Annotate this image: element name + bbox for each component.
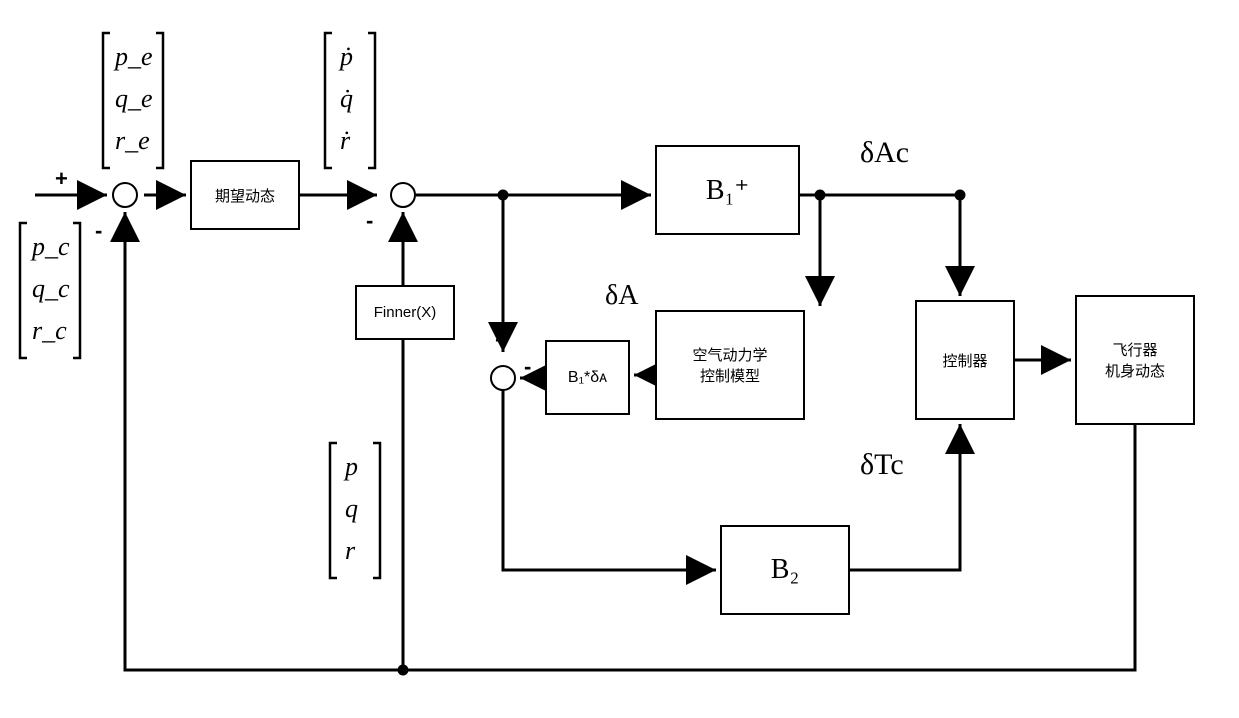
label-delta-ac: δAc: [860, 136, 909, 170]
sign-s3-minus: -: [524, 354, 531, 380]
block-finner: Finner(X): [355, 285, 455, 340]
block-expected-dynamics: 期望动态: [190, 160, 300, 230]
block-b1-plus: B₁⁺: [655, 145, 800, 235]
sign-s3-plus: +: [495, 328, 508, 354]
pc-3: r_c: [32, 316, 67, 345]
label-delta-a: δA: [605, 280, 638, 312]
pe-1: p_e: [115, 42, 153, 71]
summer-2: [390, 182, 416, 208]
p-1: p: [345, 452, 358, 481]
p-3: r: [345, 536, 355, 565]
block-aero-model: 空气动力学 控制模型: [655, 310, 805, 420]
b1-delta-label: B₁*δᴀ: [568, 369, 607, 387]
label-delta-tc: δTc: [860, 448, 904, 482]
sign-s2-minus: -: [366, 208, 373, 234]
block-b1-delta: B₁*δᴀ: [545, 340, 630, 415]
p-2: q: [345, 494, 358, 523]
block-b2: B₂: [720, 525, 850, 615]
sign-s1-plus: +: [55, 166, 68, 192]
aero-label-2: 控制模型: [700, 365, 760, 386]
aircraft-label-1: 飞行器: [1112, 339, 1157, 360]
summer-3: [490, 365, 516, 391]
finner-label: Finner(X): [374, 304, 437, 321]
block-aircraft-dynamics: 飞行器 机身动态: [1075, 295, 1195, 425]
aircraft-label-2: 机身动态: [1105, 360, 1165, 381]
expected-dynamics-label: 期望动态: [215, 185, 275, 206]
pdot-2: q̇: [340, 84, 353, 113]
controller-label: 控制器: [942, 350, 987, 371]
pc-2: q_c: [32, 274, 70, 303]
pe-3: r_e: [115, 126, 150, 155]
aero-label-1: 空气动力学: [692, 344, 767, 365]
block-controller: 控制器: [915, 300, 1015, 420]
pdot-1: ṗ: [340, 42, 353, 71]
sign-s1-minus: -: [95, 218, 102, 244]
summer-1: [112, 182, 138, 208]
pdot-3: ṙ: [340, 126, 350, 155]
b2-label: B₂: [771, 554, 799, 586]
pe-2: q_e: [115, 84, 153, 113]
pc-1: p_c: [32, 232, 70, 261]
diagram-canvas: p_e q_e r_e ṗ q̇ ṙ p_c q_c r_c p q r + -…: [0, 0, 1239, 718]
b1-plus-label: B₁⁺: [706, 173, 749, 207]
